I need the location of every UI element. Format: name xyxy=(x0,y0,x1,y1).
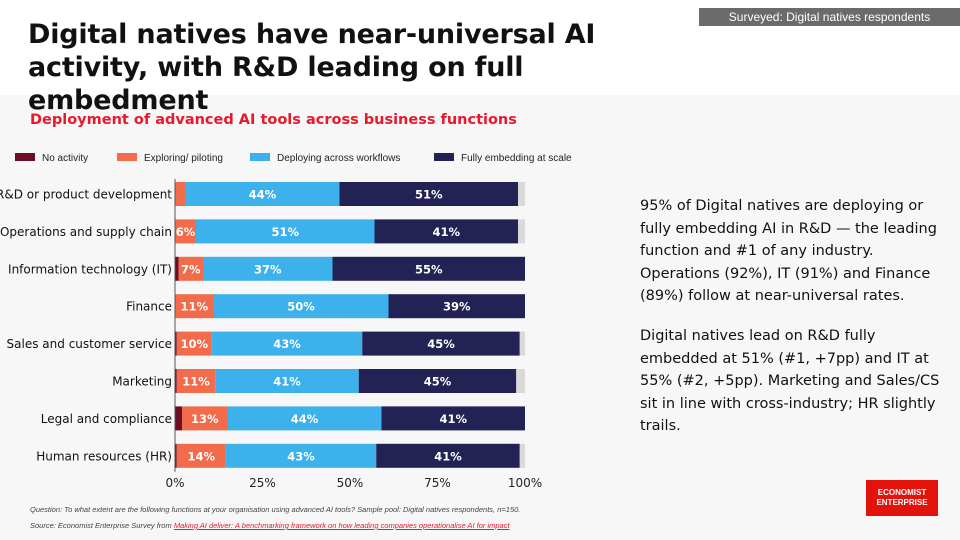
data-label: 44% xyxy=(291,412,319,426)
data-label: 51% xyxy=(415,188,443,202)
data-label: 50% xyxy=(287,300,315,314)
bar-segment xyxy=(381,406,525,431)
x-tick-label: 25% xyxy=(249,476,276,490)
bar-segment xyxy=(178,256,203,281)
category-label: Legal and compliance xyxy=(41,412,172,426)
legend-swatch xyxy=(434,153,454,161)
source-note: Source: Economist Enterprise Survey from… xyxy=(30,521,510,530)
bar-segment xyxy=(211,331,363,356)
bar-segment xyxy=(175,369,177,393)
x-tick-label: 100% xyxy=(508,476,542,490)
legend-label: Fully embedding at scale xyxy=(461,153,572,164)
data-label: 6% xyxy=(176,225,196,239)
bar-segment xyxy=(374,219,518,244)
bar-segment xyxy=(196,219,375,244)
bar-segment xyxy=(175,443,177,468)
data-label: 37% xyxy=(254,262,282,276)
source-link[interactable]: Making AI deliver: A benchmarking framew… xyxy=(173,521,510,530)
data-label: 45% xyxy=(424,375,452,389)
data-label: 11% xyxy=(182,375,210,389)
bar-segment xyxy=(175,219,196,244)
bar-segment xyxy=(519,443,525,468)
bar-segment xyxy=(215,369,359,393)
category-label: Finance xyxy=(126,300,172,314)
bar-segment xyxy=(176,443,226,468)
logo-line-1: ECONOMIST xyxy=(877,488,927,497)
data-label: 13% xyxy=(191,412,219,426)
x-tick-label: 50% xyxy=(337,476,364,490)
bar-segment xyxy=(176,331,212,356)
legend-swatch xyxy=(250,153,270,161)
data-label: 43% xyxy=(273,337,301,351)
data-label: 45% xyxy=(427,337,455,351)
data-label: 43% xyxy=(287,449,315,463)
legend-swatch xyxy=(117,153,137,161)
bar-segment xyxy=(518,219,525,244)
bar-segment xyxy=(176,369,216,393)
stacked-bar-chart: No activity Exploring/ piloting Deploying … xyxy=(0,153,572,490)
bar-segment xyxy=(175,294,214,319)
bar-segment xyxy=(332,256,525,281)
data-label: 39% xyxy=(443,300,471,314)
data-label: 10% xyxy=(180,337,208,351)
bar-segment xyxy=(175,182,186,206)
bar-segment xyxy=(175,331,177,356)
slide-title: Digital natives have near-universal AI a… xyxy=(28,19,596,116)
bar-segment xyxy=(519,331,525,356)
bar-segment xyxy=(518,182,525,206)
bar-segment xyxy=(388,294,525,319)
legend-label: Deploying across workflows xyxy=(277,153,400,164)
category-label: Human resources (HR) xyxy=(36,449,172,463)
bar-segment xyxy=(339,182,518,206)
legend-swatch xyxy=(15,153,35,161)
bar-segment xyxy=(175,256,179,281)
category-label: Marketing xyxy=(112,375,172,389)
bar-segment xyxy=(182,406,228,431)
bar-segment xyxy=(225,443,377,468)
bar-segment xyxy=(358,369,517,393)
bar-segment xyxy=(203,256,333,281)
legend-label: No activity xyxy=(42,153,88,164)
bar-segment xyxy=(376,443,520,468)
surveyed-tag: Surveyed: Digital natives respondents xyxy=(699,8,960,26)
legend-label: Exploring/ piloting xyxy=(144,153,223,164)
logo-line-2: ENTERPRISE xyxy=(876,498,928,507)
x-tick-label: 75% xyxy=(424,476,451,490)
data-label: 14% xyxy=(187,449,215,463)
category-label: R&D or product development xyxy=(0,188,172,202)
bar-segment xyxy=(227,406,382,431)
data-label: 44% xyxy=(249,188,277,202)
data-label: 41% xyxy=(432,225,460,239)
data-label: 7% xyxy=(181,262,201,276)
bar-segment xyxy=(175,406,182,431)
source-prefix: Source: Economist Enterprise Survey from xyxy=(30,521,174,530)
category-label: Sales and customer service xyxy=(7,337,172,351)
category-label: Operations and supply chain xyxy=(0,225,172,239)
data-label: 11% xyxy=(180,300,208,314)
bar-segment xyxy=(213,294,389,319)
bar-segment xyxy=(185,182,340,206)
category-label: Information technology (IT) xyxy=(8,262,172,276)
x-tick-label: 0% xyxy=(165,476,184,490)
data-label: 55% xyxy=(415,262,443,276)
chart-title: Deployment of advanced AI tools across b… xyxy=(30,112,517,128)
question-note: Question: To what extent are the followi… xyxy=(30,505,521,514)
data-label: 41% xyxy=(434,449,462,463)
commentary-paragraph-1: 95% of Digital natives are deploying or … xyxy=(640,198,937,304)
bar-segment xyxy=(516,369,525,393)
bar-segment xyxy=(362,331,520,356)
data-label: 41% xyxy=(439,412,467,426)
data-label: 51% xyxy=(271,225,299,239)
commentary-paragraph-2: Digital natives lead on R&D fully embedd… xyxy=(640,328,940,434)
data-label: 41% xyxy=(273,375,301,389)
economist-enterprise-logo: ECONOMIST ENTERPRISE xyxy=(866,480,938,516)
